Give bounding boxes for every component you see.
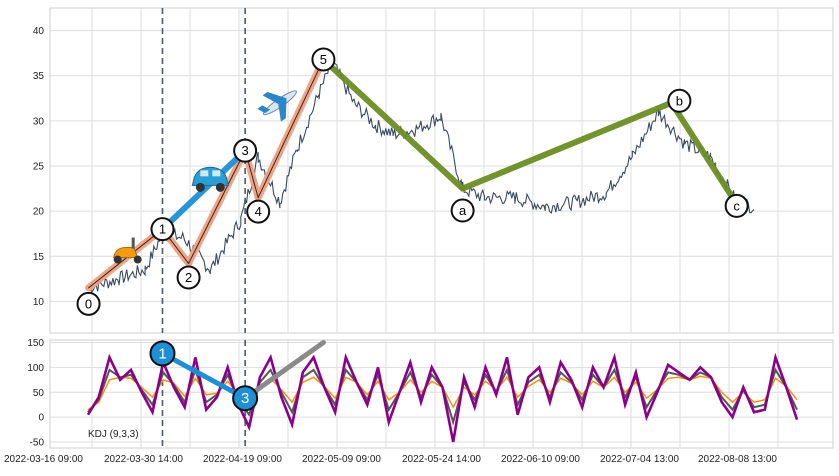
- car-window: [200, 170, 209, 177]
- impulse-wave-centerline: [257, 58, 324, 199]
- kdj-y-tick-label: 100: [27, 363, 44, 374]
- wave-label-circle: [176, 265, 201, 290]
- kdj-wave-label-text: 1: [158, 345, 166, 362]
- x-tick-label: 2022-05-24 14:00: [402, 454, 481, 465]
- x-tick-label: 2022-03-30 14:00: [104, 454, 183, 465]
- x-tick-label: 2022-06-10 09:00: [501, 454, 580, 465]
- car-wheel: [195, 182, 205, 192]
- car-wheel: [215, 182, 225, 192]
- x-tick-label: 2022-07-04 13:00: [600, 454, 679, 465]
- wave-label-text: b: [676, 93, 683, 108]
- kdj-wave-label-circle: [149, 340, 176, 367]
- price-series-line: [88, 58, 755, 294]
- wave-label-text: 5: [320, 52, 327, 67]
- car-window: [212, 170, 221, 177]
- wave-label-circle: [311, 47, 336, 72]
- kdj-annotation: KDJ (9,3,3): [88, 429, 139, 440]
- wave-label-circle: [76, 291, 101, 316]
- wave-label-text: c: [733, 198, 740, 213]
- kdj-y-tick-label: 50: [33, 388, 45, 399]
- kdj-wave-label-circle: [232, 385, 259, 412]
- kdj-panel: -50 0 50 100 150 1 3 KDJ (9,3,3) 2022-03-16 09:0…: [4, 338, 834, 465]
- price-y-tick-label: 25: [33, 161, 45, 172]
- correction-wave-segment: [668, 99, 740, 207]
- price-panel: 10 15 20 25 30 35 40 0 1 2 3 4 5 a b c: [33, 7, 834, 334]
- x-tick-label: 2022-05-09 09:00: [302, 454, 381, 465]
- scooter-wheel: [133, 255, 142, 264]
- price-y-tick-label: 40: [33, 26, 45, 37]
- impulse-wave-centerline: [188, 150, 246, 264]
- price-y-tick-label: 10: [33, 297, 45, 308]
- wave-label-circle: [667, 88, 692, 113]
- wave-label-circle: [724, 193, 749, 218]
- wave-label-circle: [246, 199, 271, 224]
- wave-label-text: 1: [159, 222, 166, 237]
- wave-label-text: 0: [85, 296, 92, 311]
- price-y-tick-label: 15: [33, 252, 45, 263]
- correction-wave-segment: [459, 99, 675, 192]
- kdj-wave-connector: [159, 350, 248, 401]
- scooter-icon: [113, 237, 142, 264]
- price-y-tick-label: 30: [33, 116, 45, 127]
- wave-label-circle: [233, 138, 258, 163]
- kdj-wave-label-text: 3: [241, 390, 249, 407]
- wave-label-circle: [450, 198, 475, 223]
- scooter-wheel: [113, 255, 122, 264]
- wave-label-circle: [150, 217, 175, 242]
- x-tick-label: 2022-08-08 13:00: [698, 454, 777, 465]
- x-tick-label: 2022-04-19 09:00: [203, 454, 282, 465]
- wave-label-text: 4: [255, 204, 262, 219]
- kdj-projection-line: [242, 339, 326, 401]
- kdj-y-tick-label: 0: [38, 413, 44, 424]
- airplane-icon: [257, 90, 297, 122]
- wave-label-text: 2: [185, 270, 192, 285]
- kdj-y-tick-label: 150: [27, 338, 44, 349]
- impulse-wave-centerline: [88, 228, 163, 289]
- plane-wing: [262, 91, 287, 104]
- price-y-tick-label: 20: [33, 207, 45, 218]
- kdj-j-line: [86, 352, 799, 443]
- x-tick-label: 2022-03-16 09:00: [4, 454, 83, 465]
- plane-wing: [278, 98, 287, 122]
- correction-wave-segment: [320, 56, 466, 192]
- plane-tail: [257, 105, 271, 114]
- scooter-handle: [131, 237, 135, 249]
- kdj-y-tick-label: -50: [30, 438, 45, 449]
- wave-label-text: a: [459, 203, 467, 218]
- price-y-tick-label: 35: [33, 71, 45, 82]
- wave-label-text: 3: [242, 143, 249, 158]
- car-icon: [191, 166, 229, 192]
